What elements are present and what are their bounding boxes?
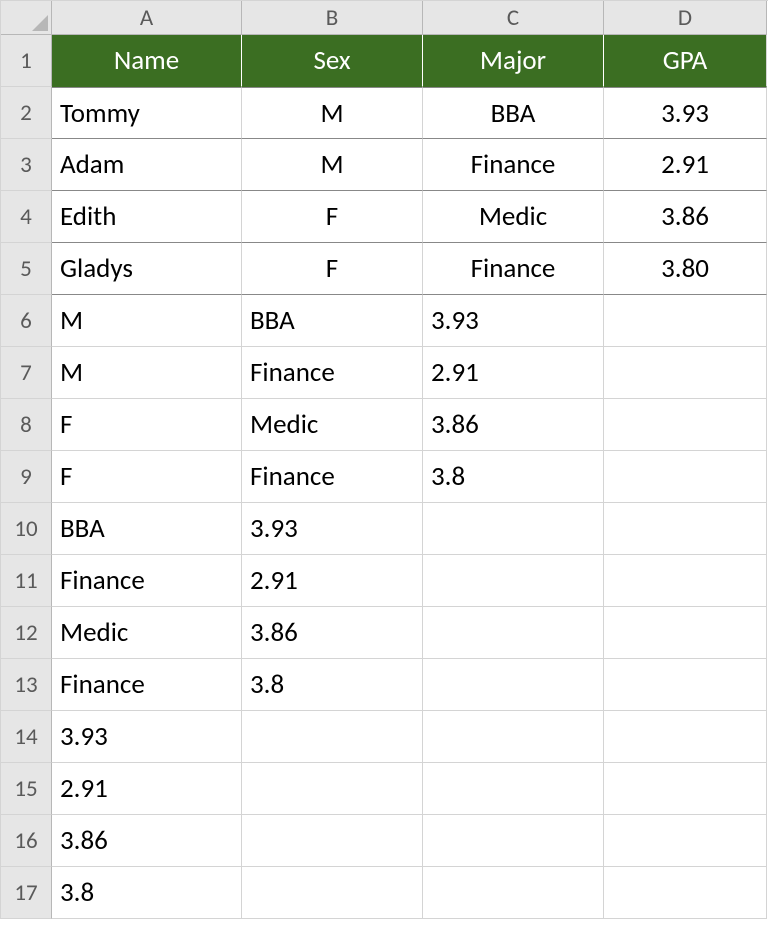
row-header-16[interactable]: 16 xyxy=(1,815,52,867)
cell-d7[interactable] xyxy=(604,347,767,399)
cell-a13[interactable]: Finance xyxy=(52,659,242,711)
row-header-3[interactable]: 3 xyxy=(1,139,52,191)
cell-b16[interactable] xyxy=(242,815,423,867)
row-header-17[interactable]: 17 xyxy=(1,867,52,919)
cell-a4[interactable]: Edith xyxy=(52,191,242,243)
row-header-1[interactable]: 1 xyxy=(1,35,52,87)
cell-d13[interactable] xyxy=(604,659,767,711)
select-all-corner[interactable] xyxy=(1,1,52,35)
cell-d15[interactable] xyxy=(604,763,767,815)
cell-d6[interactable] xyxy=(604,295,767,347)
row-header-6[interactable]: 6 xyxy=(1,295,52,347)
cell-b12[interactable]: 3.86 xyxy=(242,607,423,659)
row-header-9[interactable]: 9 xyxy=(1,451,52,503)
row-header-8[interactable]: 8 xyxy=(1,399,52,451)
cell-c8[interactable]: 3.86 xyxy=(423,399,604,451)
cell-d8[interactable] xyxy=(604,399,767,451)
cell-b6[interactable]: BBA xyxy=(242,295,423,347)
cell-a9[interactable]: F xyxy=(52,451,242,503)
col-header-b[interactable]: B xyxy=(242,1,423,35)
table-header-name[interactable]: Name xyxy=(52,35,242,87)
cell-d10[interactable] xyxy=(604,503,767,555)
cell-c12[interactable] xyxy=(423,607,604,659)
spreadsheet-grid[interactable]: A B C D 1 Name Sex Major GPA 2 Tommy M B… xyxy=(0,0,768,919)
cell-c4[interactable]: Medic xyxy=(423,191,604,243)
cell-c11[interactable] xyxy=(423,555,604,607)
cell-a12[interactable]: Medic xyxy=(52,607,242,659)
cell-a15[interactable]: 2.91 xyxy=(52,763,242,815)
cell-a10[interactable]: BBA xyxy=(52,503,242,555)
cell-b11[interactable]: 2.91 xyxy=(242,555,423,607)
cell-b9[interactable]: Finance xyxy=(242,451,423,503)
cell-c9[interactable]: 3.8 xyxy=(423,451,604,503)
table-header-sex[interactable]: Sex xyxy=(242,35,423,87)
col-header-c[interactable]: C xyxy=(423,1,604,35)
cell-a7[interactable]: M xyxy=(52,347,242,399)
cell-d14[interactable] xyxy=(604,711,767,763)
cell-a5[interactable]: Gladys xyxy=(52,243,242,295)
cell-a2[interactable]: Tommy xyxy=(52,87,242,139)
cell-b2[interactable]: M xyxy=(242,87,423,139)
row-header-15[interactable]: 15 xyxy=(1,763,52,815)
cell-b8[interactable]: Medic xyxy=(242,399,423,451)
cell-d12[interactable] xyxy=(604,607,767,659)
cell-b15[interactable] xyxy=(242,763,423,815)
cell-c5[interactable]: Finance xyxy=(423,243,604,295)
cell-a16[interactable]: 3.86 xyxy=(52,815,242,867)
col-header-a[interactable]: A xyxy=(52,1,242,35)
cell-d16[interactable] xyxy=(604,815,767,867)
cell-d3[interactable]: 2.91 xyxy=(604,139,767,191)
cell-c3[interactable]: Finance xyxy=(423,139,604,191)
cell-c16[interactable] xyxy=(423,815,604,867)
cell-b14[interactable] xyxy=(242,711,423,763)
cell-b7[interactable]: Finance xyxy=(242,347,423,399)
table-header-gpa[interactable]: GPA xyxy=(604,35,767,87)
cell-a6[interactable]: M xyxy=(52,295,242,347)
cell-c14[interactable] xyxy=(423,711,604,763)
col-header-d[interactable]: D xyxy=(604,1,767,35)
cell-b17[interactable] xyxy=(242,867,423,919)
cell-b5[interactable]: F xyxy=(242,243,423,295)
row-header-5[interactable]: 5 xyxy=(1,243,52,295)
cell-a11[interactable]: Finance xyxy=(52,555,242,607)
cell-a14[interactable]: 3.93 xyxy=(52,711,242,763)
row-header-7[interactable]: 7 xyxy=(1,347,52,399)
row-header-11[interactable]: 11 xyxy=(1,555,52,607)
row-header-2[interactable]: 2 xyxy=(1,87,52,139)
cell-d17[interactable] xyxy=(604,867,767,919)
cell-c6[interactable]: 3.93 xyxy=(423,295,604,347)
cell-c10[interactable] xyxy=(423,503,604,555)
row-header-10[interactable]: 10 xyxy=(1,503,52,555)
cell-d5[interactable]: 3.80 xyxy=(604,243,767,295)
cell-c13[interactable] xyxy=(423,659,604,711)
cell-d9[interactable] xyxy=(604,451,767,503)
cell-d4[interactable]: 3.86 xyxy=(604,191,767,243)
row-header-12[interactable]: 12 xyxy=(1,607,52,659)
cell-a3[interactable]: Adam xyxy=(52,139,242,191)
cell-a8[interactable]: F xyxy=(52,399,242,451)
cell-d11[interactable] xyxy=(604,555,767,607)
cell-c17[interactable] xyxy=(423,867,604,919)
cell-b3[interactable]: M xyxy=(242,139,423,191)
row-header-13[interactable]: 13 xyxy=(1,659,52,711)
cell-c2[interactable]: BBA xyxy=(423,87,604,139)
cell-b13[interactable]: 3.8 xyxy=(242,659,423,711)
table-header-major[interactable]: Major xyxy=(423,35,604,87)
cell-c7[interactable]: 2.91 xyxy=(423,347,604,399)
cell-b10[interactable]: 3.93 xyxy=(242,503,423,555)
cell-a17[interactable]: 3.8 xyxy=(52,867,242,919)
cell-d2[interactable]: 3.93 xyxy=(604,87,767,139)
row-header-14[interactable]: 14 xyxy=(1,711,52,763)
cell-b4[interactable]: F xyxy=(242,191,423,243)
cell-c15[interactable] xyxy=(423,763,604,815)
row-header-4[interactable]: 4 xyxy=(1,191,52,243)
